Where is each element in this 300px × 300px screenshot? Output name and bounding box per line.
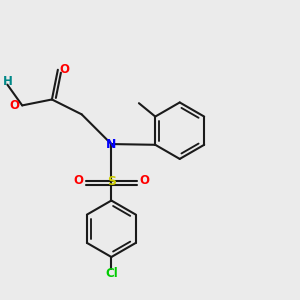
Text: H: H (2, 75, 12, 88)
Text: O: O (10, 99, 20, 112)
Text: O: O (139, 174, 149, 187)
Text: O: O (59, 63, 69, 76)
Text: Cl: Cl (105, 267, 118, 280)
Text: N: N (106, 138, 116, 151)
Text: S: S (107, 175, 116, 188)
Text: O: O (74, 174, 84, 187)
